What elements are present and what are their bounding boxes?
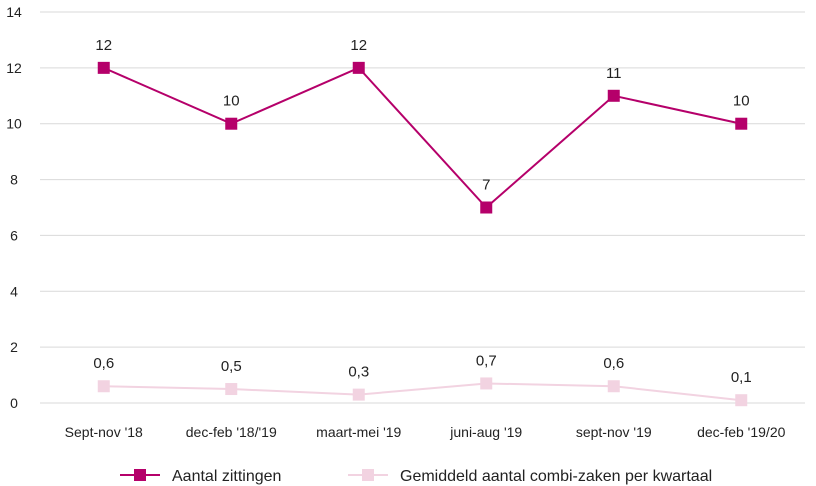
x-tick-label: Sept-nov '18 (65, 424, 143, 440)
data-point-marker (225, 117, 238, 130)
y-tick-label: 4 (10, 283, 18, 299)
data-label: 12 (350, 37, 367, 54)
legend-marker (362, 469, 374, 481)
legend-label: Aantal zittingen (172, 468, 281, 485)
legend: Aantal zittingen Gemiddeld aantal combi-z… (120, 468, 712, 485)
legend-label: Gemiddeld aantal combi-zaken per kwartaa… (400, 468, 712, 485)
y-tick-label: 2 (10, 339, 18, 355)
y-tick-label: 12 (6, 60, 22, 76)
data-label: 0,7 (476, 352, 497, 369)
series-line (103, 66, 742, 209)
x-tick-label: sept-nov '19 (576, 424, 652, 440)
data-point-marker (607, 89, 620, 102)
y-axis-tick-labels: 0 2 4 6 8 10 12 14 (6, 4, 22, 411)
legend-item: Aantal zittingen (120, 468, 281, 485)
data-point-marker (225, 383, 238, 396)
data-label: 0,6 (603, 355, 624, 372)
data-label: 0,6 (93, 355, 114, 372)
data-label: 11 (606, 65, 622, 82)
legend-marker (134, 469, 146, 481)
gridlines (40, 11, 805, 404)
data-label: 12 (95, 37, 112, 54)
data-label: 0,3 (348, 364, 369, 381)
x-tick-label: juni-aug '19 (449, 424, 522, 440)
data-label: 10 (733, 93, 750, 110)
y-tick-label: 0 (10, 395, 18, 411)
y-tick-label: 8 (10, 172, 18, 188)
x-tick-label: dec-feb '18/'19 (186, 424, 277, 440)
series-layer: 12 10 12 7 11 10 0,6 0,5 0,3 0,7 0,6 0,1 (93, 37, 752, 407)
x-axis-tick-labels: Sept-nov '18 dec-feb '18/'19 maart-mei '19… (65, 424, 786, 440)
series-gemiddeld-combi-zaken: 0,6 0,5 0,3 0,7 0,6 0,1 (93, 352, 752, 407)
data-point-marker (735, 117, 748, 130)
legend-item: Gemiddeld aantal combi-zaken per kwartaa… (348, 468, 712, 485)
series-line (103, 382, 742, 402)
data-point-marker (352, 388, 365, 401)
data-point-marker (97, 380, 110, 393)
y-tick-label: 14 (6, 4, 22, 20)
data-point-marker (352, 61, 365, 74)
x-tick-label: dec-feb '19/20 (697, 424, 786, 440)
series-aantal-zittingen: 12 10 12 7 11 10 (95, 37, 750, 214)
y-tick-label: 10 (6, 116, 22, 132)
data-label: 0,5 (221, 358, 242, 375)
data-point-marker (735, 394, 748, 407)
x-tick-label: maart-mei '19 (316, 424, 401, 440)
data-point-marker (607, 380, 620, 393)
data-label: 10 (223, 93, 240, 110)
data-point-marker (480, 377, 493, 390)
data-label: 7 (482, 177, 490, 194)
data-point-marker (480, 201, 493, 214)
data-label: 0,1 (731, 369, 752, 386)
data-point-marker (97, 61, 110, 74)
y-tick-label: 6 (10, 227, 18, 243)
